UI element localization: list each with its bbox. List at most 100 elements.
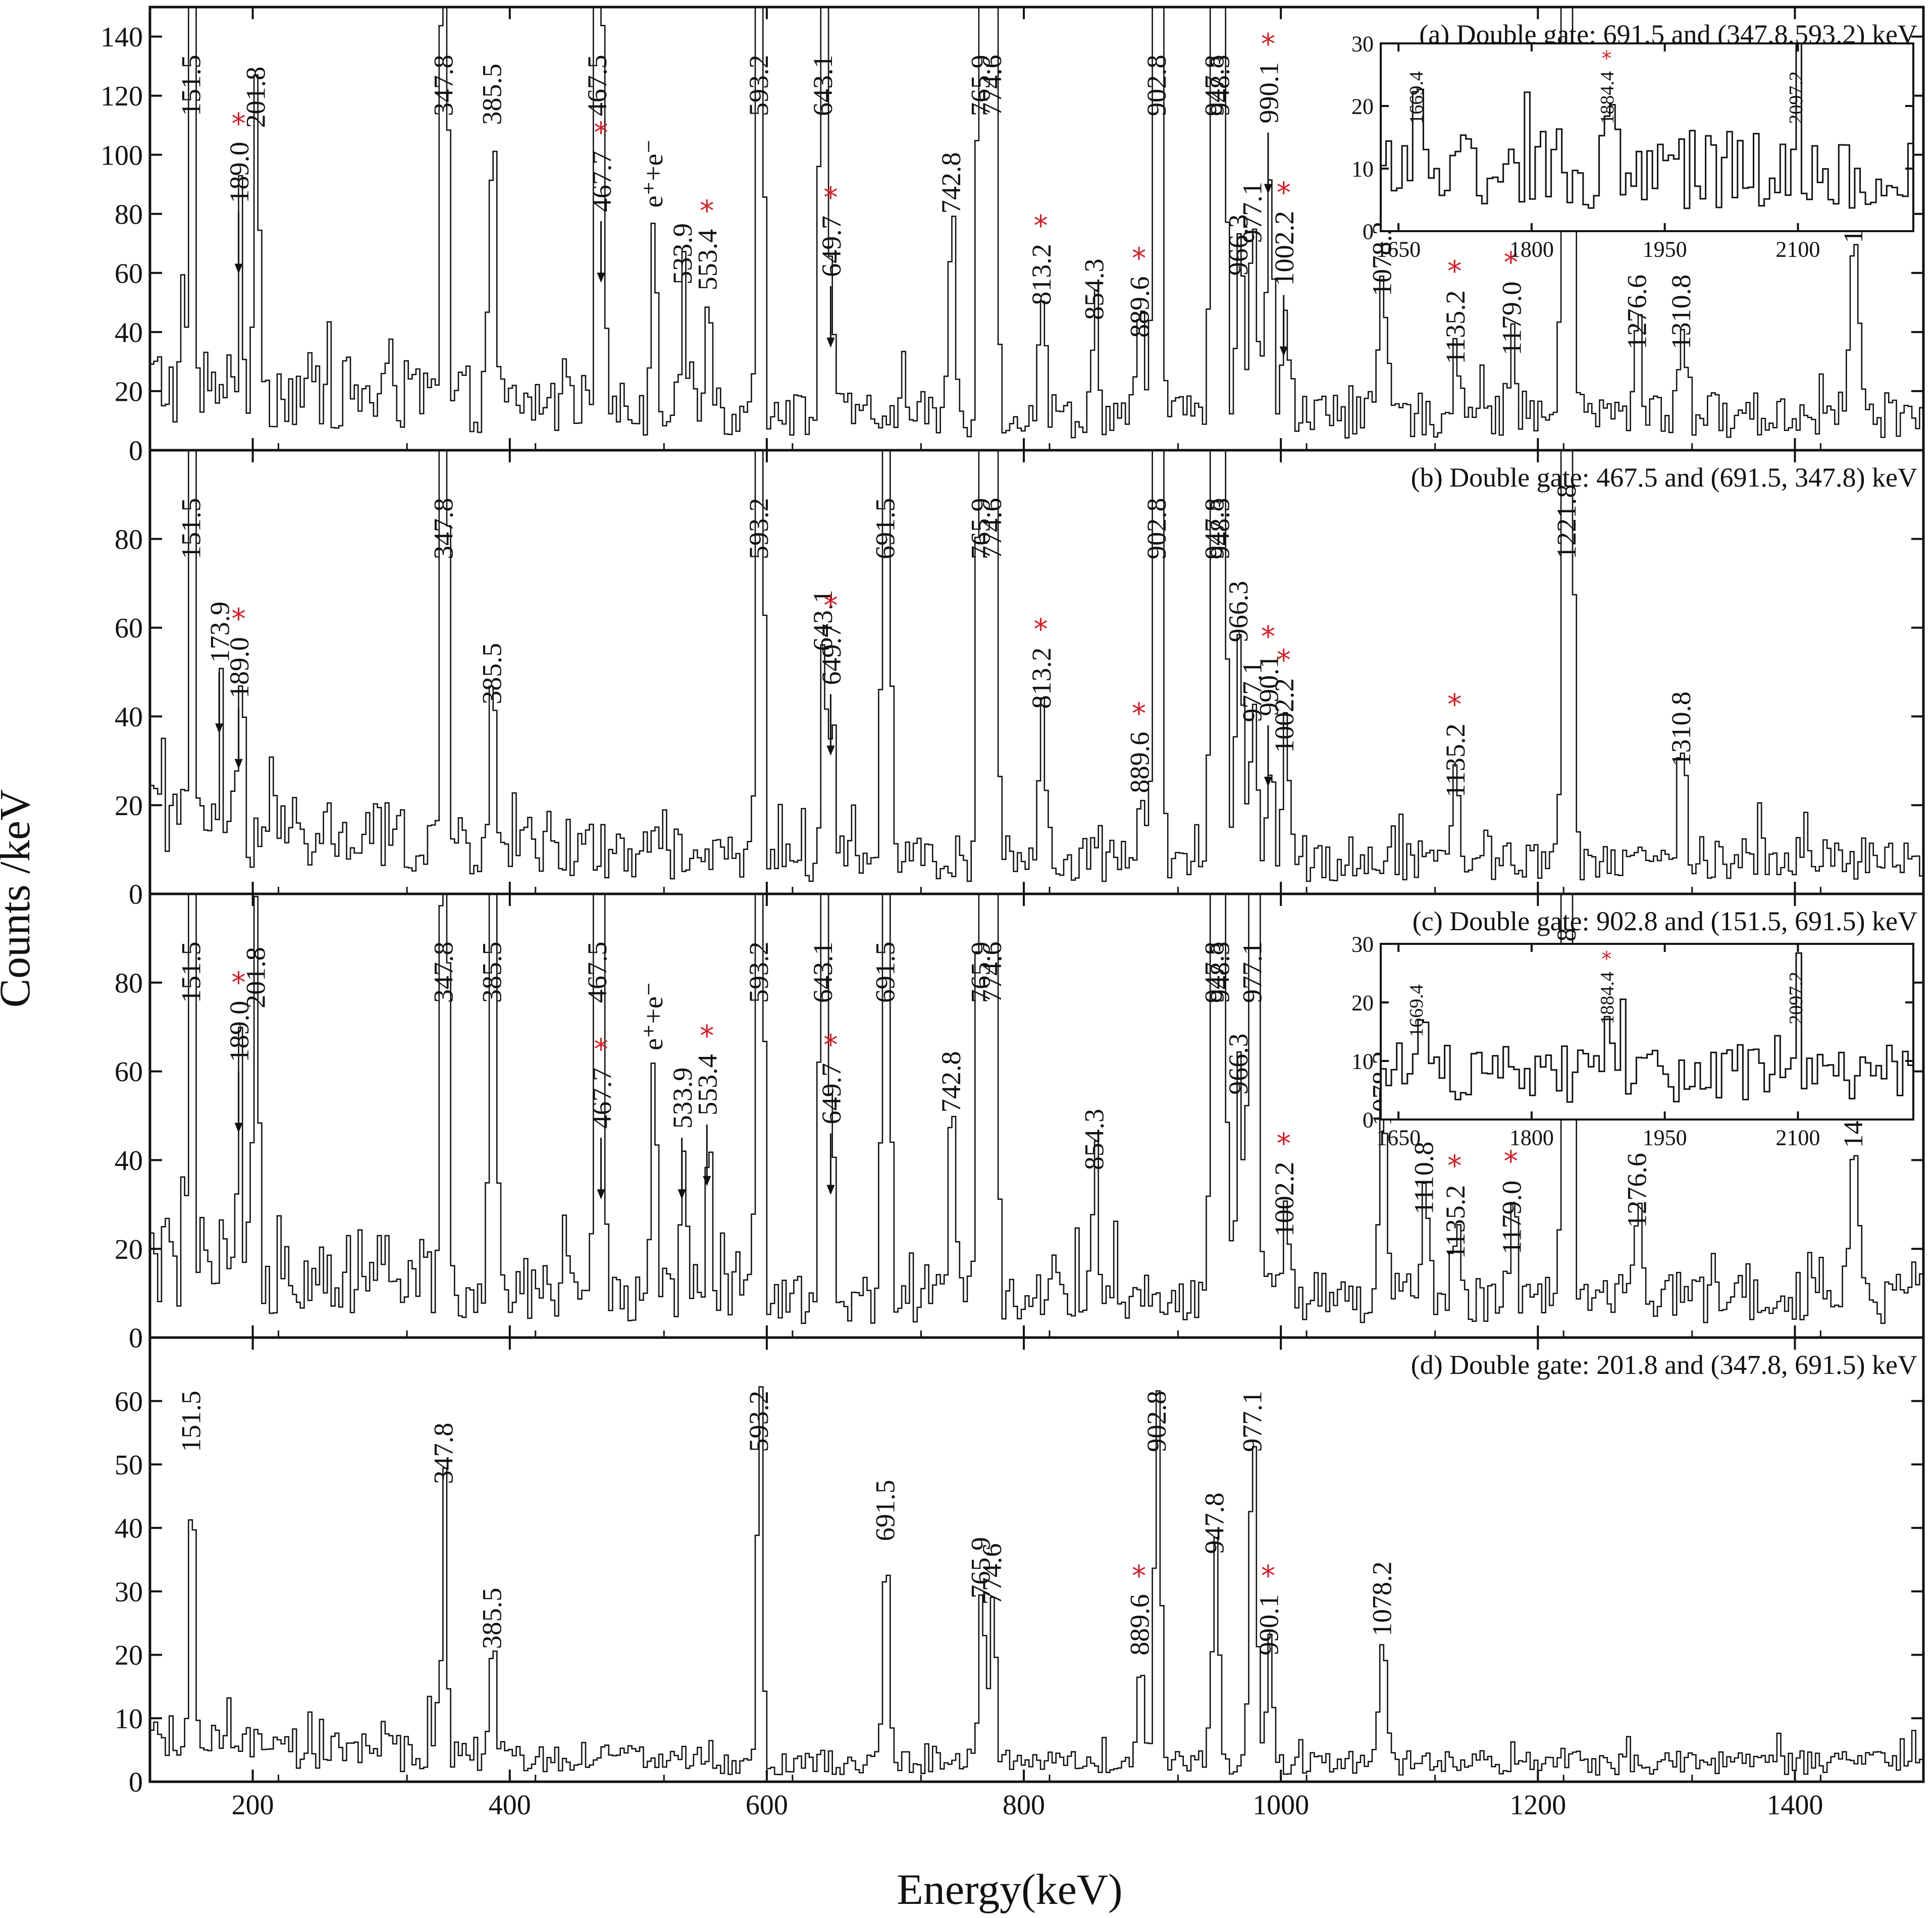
y-tick-label: 40 [115, 1513, 143, 1544]
peak-label: 347.8 [428, 942, 458, 1003]
peak-energy-label: 966.3 [1223, 215, 1254, 276]
peak-label: 1276.6 [1622, 275, 1652, 350]
x-tick-label: 1400 [1766, 1789, 1823, 1821]
peak-energy-label: 1669.4 [1406, 71, 1427, 124]
peak-energy-label: 1179.0 [1496, 1181, 1527, 1255]
peak-energy-label: 649.7 [816, 624, 847, 685]
peak-energy-label: 347.8 [428, 942, 458, 1003]
x-tick-label: 1950 [1643, 1126, 1687, 1150]
peak-energy-label: 902.8 [1141, 1391, 1172, 1452]
peak-energy-label: 385.5 [477, 643, 507, 705]
peak-energy-label: 151.5 [176, 1391, 206, 1452]
peak-label: 889.6* [1125, 1560, 1155, 1656]
peak-energy-label: 643.1 [808, 55, 838, 117]
axes-frame [1380, 42, 1914, 232]
y-tick-label: 60 [115, 258, 143, 289]
peak-label: 467.5 [582, 55, 612, 117]
peak-label: 854.3 [1079, 258, 1110, 320]
peak-label: 1310.8 [1666, 275, 1696, 350]
x-tick-label: 1950 [1643, 237, 1687, 262]
y-tick-label: 20 [1351, 990, 1374, 1015]
new-transition-marker: * [700, 1020, 714, 1053]
peak-label: 189.0* [224, 603, 254, 769]
spectrum-series [150, 894, 1923, 1338]
peak-arrowhead [1264, 184, 1272, 194]
new-transition-marker: * [823, 590, 838, 623]
peak-energy-label: 977.1 [1237, 1391, 1267, 1452]
y-tick-label: 0 [129, 1767, 143, 1798]
peak-arrowhead [215, 723, 224, 734]
peak-label: 1002.2* [1269, 1128, 1299, 1237]
peak-label: 201.8 [241, 67, 271, 128]
panel-d: 0 10 20 30 40 50 60 200 400 600 800 1000 1200 1400 151… [115, 1336, 1925, 1821]
peak-energy-label: 1884.4 [1597, 71, 1618, 124]
peak-label: 1310.8 [1666, 691, 1696, 767]
y-tick-label: 120 [100, 81, 143, 112]
new-transition-marker: * [1504, 1145, 1518, 1179]
y-tick-label: 0 [129, 879, 143, 911]
peak-energy-label: 1276.6 [1622, 275, 1652, 350]
panel-title: (b) Double gate: 467.5 and (691.5, 347.8… [1411, 462, 1917, 493]
peak-energy-label: 189.0 [224, 637, 254, 699]
peak-label: 765.9 [966, 1537, 996, 1599]
peak-energy-label: e⁺+e⁻ [638, 982, 668, 1050]
peak-energy-label: 649.7 [816, 1063, 847, 1125]
peak-energy-label: 347.8 [428, 55, 458, 117]
y-tick-label: 20 [1351, 94, 1374, 119]
x-tick-label: 600 [746, 1789, 788, 1821]
peak-label: 1884.4* [1597, 47, 1618, 124]
peak-energy-label: 189.0 [224, 142, 254, 203]
new-transition-marker: * [231, 108, 245, 141]
peak-energy-label: 649.7 [816, 216, 847, 277]
peak-energy-label: 347.8 [428, 498, 458, 560]
peak-label: 1179.0* [1496, 246, 1527, 355]
peak-label: 385.5 [477, 643, 507, 705]
peak-label: 977.1 [1237, 661, 1267, 722]
peak-energy-label: 1078.2 [1367, 1562, 1397, 1637]
new-transition-marker: * [1277, 177, 1291, 210]
peak-label: 902.8 [1141, 498, 1172, 560]
peak-energy-label: 593.2 [744, 942, 774, 1003]
new-transition-marker: * [1277, 644, 1291, 677]
x-tick-label: 1800 [1509, 1126, 1554, 1150]
peak-label: 977.1 [1237, 182, 1267, 243]
y-tick-label: 80 [115, 968, 143, 999]
peak-energy-label: 1110.8 [1409, 1142, 1439, 1215]
peak-energy-label: 201.8 [241, 947, 271, 1008]
panel-title: (d) Double gate: 201.8 and (347.8, 691.5… [1411, 1350, 1917, 1380]
peak-energy-label: 151.5 [176, 498, 206, 560]
peak-energy-label: 774.6 [977, 55, 1007, 117]
peak-energy-label: 467.5 [582, 55, 612, 117]
peak-label: 347.8 [428, 1423, 458, 1484]
spectrum-series [1381, 952, 1913, 1120]
new-transition-marker: * [1261, 620, 1275, 654]
peak-energy-label: 742.8 [936, 1051, 966, 1113]
peak-energy-label: 533.9 [667, 1068, 698, 1129]
peak-label: 1276.6 [1622, 1153, 1652, 1228]
peak-label: 347.8 [428, 55, 458, 117]
peak-energy-label: 774.6 [977, 1543, 1007, 1605]
peak-label: 151.5 [176, 942, 206, 1003]
peak-energy-label: 2097.2 [1786, 71, 1807, 124]
y-tick-label: 0 [1363, 219, 1374, 244]
peak-label: 765.9 [966, 55, 996, 117]
peak-arrowhead [677, 1189, 686, 1200]
y-tick-label: 40 [115, 1145, 143, 1177]
peak-label: 1884.4* [1597, 948, 1618, 1025]
peak-energy-label: 1221.8 [1551, 485, 1582, 560]
peak-energy-label: 1135.2 [1440, 290, 1471, 364]
peak-energy-label: 765.9 [966, 55, 996, 117]
y-tick-label: 0 [1363, 1107, 1374, 1132]
peak-energy-label: 385.5 [477, 942, 507, 1003]
peak-label: 533.9 [667, 1068, 698, 1200]
peak-label: 948.3 [1205, 942, 1235, 1003]
peak-label: 947.8 [1199, 498, 1230, 560]
y-tick-label: 60 [115, 1056, 143, 1088]
new-transition-marker: * [231, 967, 245, 1000]
x-tick-label: 2100 [1776, 1126, 1820, 1150]
new-transition-marker: * [1504, 246, 1518, 279]
x-tick-label: 1800 [1509, 237, 1554, 262]
peak-arrowhead [826, 337, 835, 348]
new-transition-marker: * [1261, 1560, 1275, 1593]
inset-panel: 0 10 20 30 1650 1800 1950 2100 1669.4 1884.4* 2097… [1351, 932, 1914, 1150]
